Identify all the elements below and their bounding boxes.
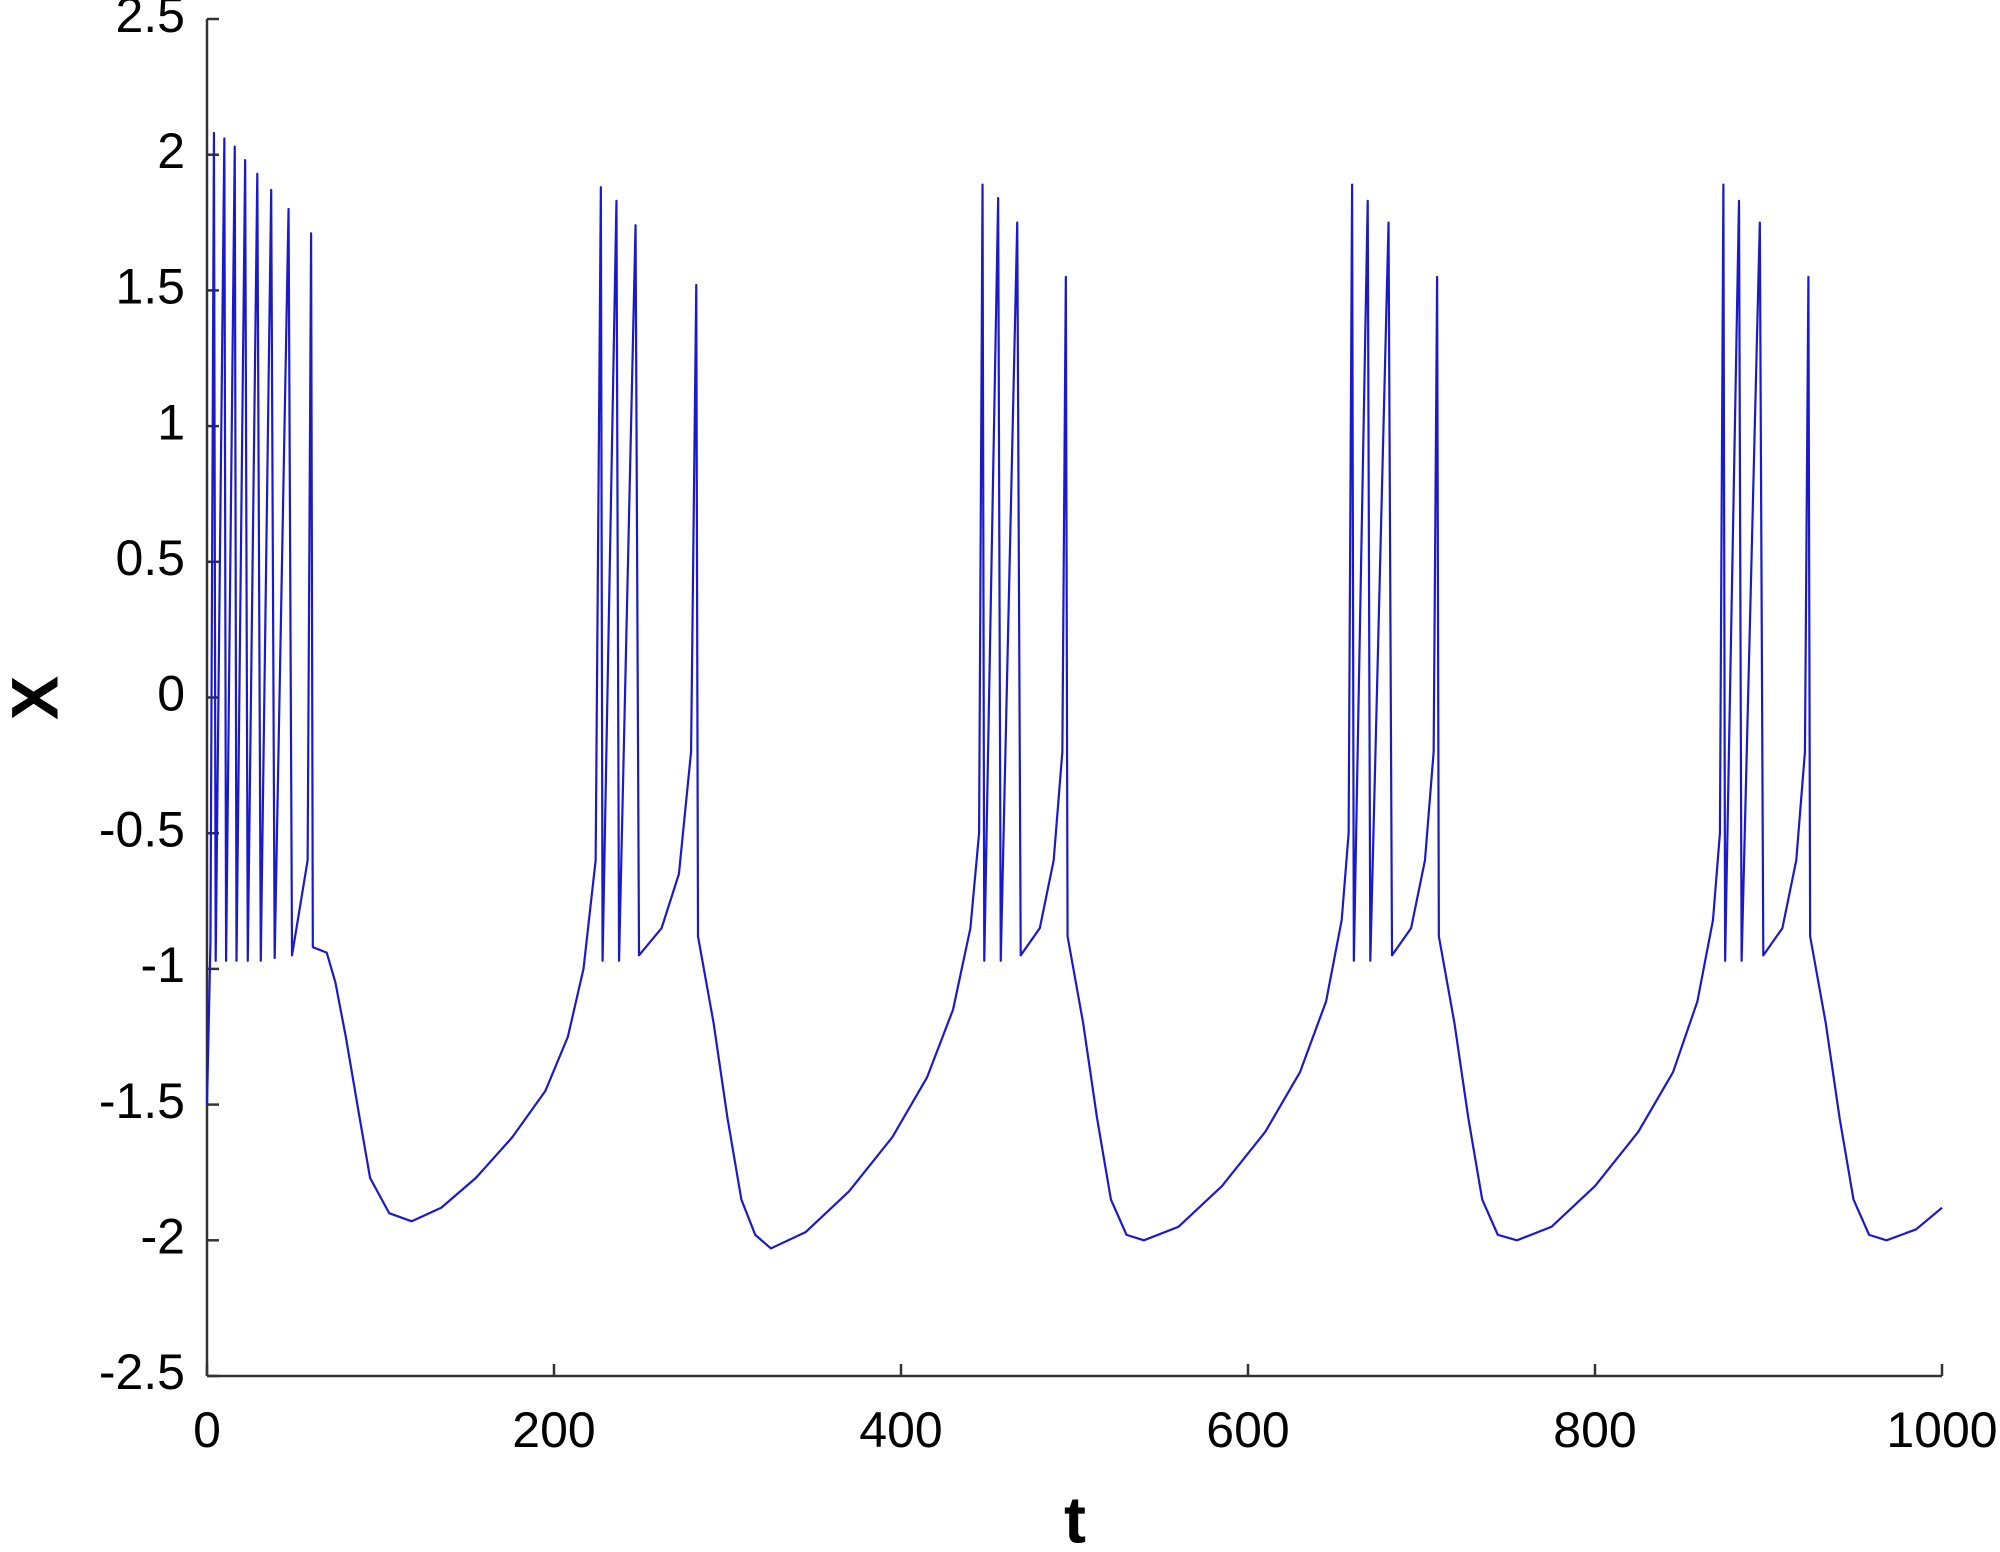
y-axis-label: X <box>0 676 71 720</box>
x-tick-label: 1000 <box>1886 1402 1997 1458</box>
x-axis-label: t <box>1064 1482 1086 1552</box>
y-tick-label: -1.5 <box>99 1073 185 1129</box>
x-tick-label: 0 <box>193 1402 221 1458</box>
line-series <box>205 131 1943 1250</box>
x-tick-label: 800 <box>1553 1402 1636 1458</box>
y-tick-label: 1.5 <box>115 259 185 315</box>
y-tick-label: 0 <box>157 666 185 722</box>
y-tick-label: 2 <box>157 123 185 179</box>
x-tick-label: 600 <box>1206 1402 1289 1458</box>
x-tick-label: 400 <box>859 1402 942 1458</box>
y-tick-label: 2.5 <box>115 0 185 43</box>
x-tick-label: 200 <box>512 1402 595 1458</box>
y-tick-label: -1 <box>141 937 185 993</box>
y-tick-label: 1 <box>157 394 185 450</box>
y-tick-label: -2 <box>141 1209 185 1265</box>
y-tick-label: 0.5 <box>115 530 185 586</box>
y-tick-label: -2.5 <box>99 1344 185 1400</box>
y-tick-label: -0.5 <box>99 801 185 857</box>
